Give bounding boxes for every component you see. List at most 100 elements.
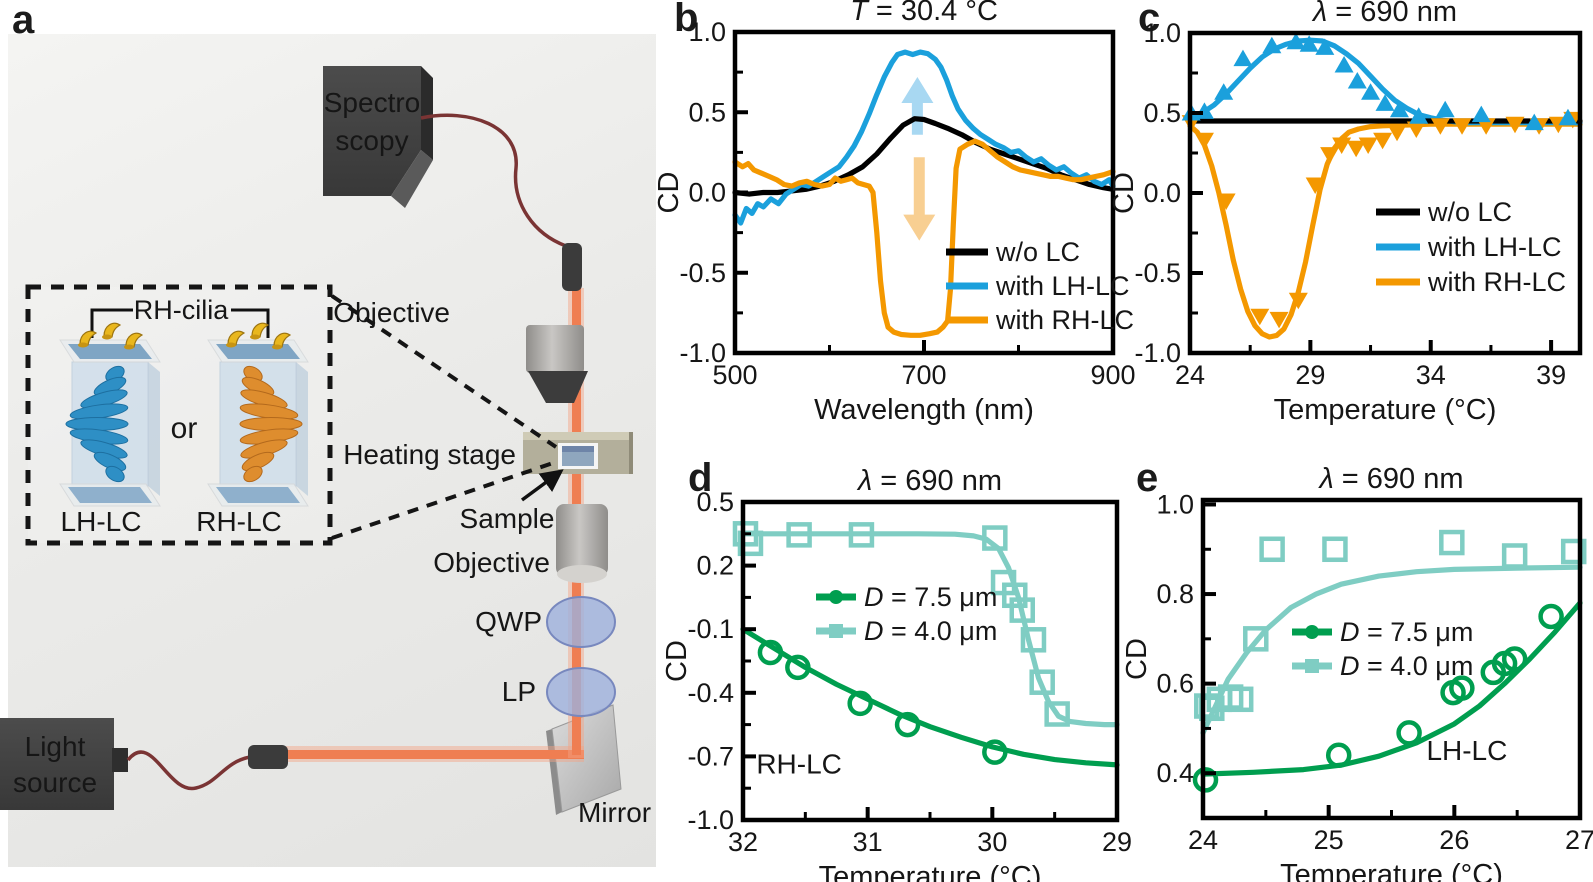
series-line-with-rh-lc — [1187, 121, 1583, 340]
panel-title: λ = 690 nm — [1317, 463, 1463, 495]
x-axis-label: Temperature (°C) — [1274, 394, 1497, 426]
y-tick-label: -0.1 — [687, 614, 734, 644]
x-tick-label: 34 — [1416, 360, 1446, 390]
legend-marker — [829, 590, 843, 604]
legend: D = 7.5 μm D = 4.0 μm — [816, 582, 997, 646]
cilium-icon — [250, 322, 270, 340]
panel-e-letter: e — [1136, 456, 1159, 500]
x-tick-label: 700 — [901, 360, 946, 390]
x-tick-label: 32 — [728, 827, 758, 857]
data-point — [1332, 137, 1352, 154]
x-tick-label: 29 — [1102, 827, 1132, 857]
inset-title: RH-cilia — [134, 295, 229, 325]
y-tick-label: 1.0 — [1156, 489, 1194, 519]
data-point — [1020, 627, 1047, 653]
cuvettes — [59, 322, 309, 507]
sample-label: Sample — [460, 503, 555, 534]
light-source-box: Light source — [0, 718, 128, 810]
spectroscopy-box: Spectro scopy — [323, 66, 433, 208]
data-point — [1259, 536, 1285, 563]
panel-d-plot: 32 31 30 29 0.5 0.2 -0.1 -0.4 -0.7 -1.0 Temperatur… — [661, 465, 1132, 882]
data-point — [757, 639, 784, 666]
data-point — [1471, 105, 1491, 123]
data-point — [1501, 543, 1528, 569]
data-point — [1227, 686, 1254, 713]
sample-arrow — [520, 469, 564, 502]
axis-ticks — [733, 30, 1115, 355]
panel-e-plot: 24 25 26 27 1.0 0.8 0.6 0.4 Temperature (°C) CD λ … — [1121, 463, 1593, 882]
cilium-icon — [272, 332, 292, 350]
y-tick-label: 0.0 — [688, 178, 726, 208]
legend-marker — [829, 624, 843, 638]
series-markers-with-lh-lc — [1181, 32, 1578, 131]
x-tick-label: 31 — [853, 827, 883, 857]
objective-top-label: Objective — [333, 297, 450, 328]
legend-label: with LH-LC — [995, 271, 1130, 301]
data-point — [1262, 36, 1282, 54]
axis-ticks — [1201, 502, 1582, 818]
light-source-fiber — [126, 750, 251, 791]
data-point — [1476, 118, 1496, 135]
objective-bottom — [556, 504, 608, 583]
top-collimator — [562, 243, 582, 291]
x-tick-label: 24 — [1188, 825, 1218, 855]
axis-tick-labels: 500 700 900 1.0 0.5 0.0 -0.5 -1.0 — [679, 17, 1135, 390]
data-point — [1439, 529, 1465, 556]
data-point — [847, 690, 873, 717]
heating-stage-label: Heating stage — [343, 439, 516, 470]
y-tick-label: -1.0 — [1134, 338, 1181, 368]
panel-d-letter: d — [688, 456, 713, 500]
data-point — [1389, 100, 1409, 118]
series-line-d-4-0-m — [1200, 564, 1583, 736]
series-line-with-lh-lc — [732, 49, 1116, 226]
light-source-label-line1: Light — [25, 731, 86, 762]
inset-connector-lines — [330, 294, 558, 540]
y-tick-label: 0.8 — [1156, 579, 1194, 609]
y-tick-label: -1.0 — [687, 805, 734, 835]
plot-frame — [1187, 30, 1583, 356]
data-point — [1325, 742, 1352, 769]
data-point — [1194, 132, 1214, 150]
data-point — [1315, 38, 1335, 55]
legend: D = 7.5 μm D = 4.0 μm — [1292, 617, 1473, 681]
x-tick-label: 24 — [1175, 360, 1205, 390]
cuvette-inset: RH-cilia or LH-LC RH-LC — [25, 284, 333, 546]
y-tick-label: 0.5 — [1143, 98, 1181, 128]
objective-bottom-label: Objective — [433, 547, 550, 578]
axis-ticks — [1188, 31, 1554, 355]
y-tick-label: 0.5 — [696, 487, 734, 517]
data-point — [1299, 35, 1319, 52]
x-tick-label: 29 — [1295, 360, 1325, 390]
data-point — [1524, 113, 1544, 131]
legend-marker — [1305, 659, 1319, 673]
data-point — [1320, 147, 1340, 164]
x-tick-label: 500 — [712, 360, 757, 390]
y-axis-label: CD — [1108, 172, 1140, 214]
series-markers-d-7-5-m — [757, 639, 1008, 765]
panel-a-letter: a — [12, 0, 35, 42]
series-line-d-7-5-m — [740, 626, 1120, 768]
lh-lc-cuvette — [59, 322, 161, 507]
data-point — [1538, 603, 1564, 630]
axis-ticks — [741, 500, 1119, 822]
mirror-label: Mirror — [578, 797, 651, 828]
panel-b-letter: b — [674, 0, 699, 40]
rh-lc-cuvette — [207, 322, 309, 507]
cilium-icon — [102, 322, 122, 340]
x-tick-label: 25 — [1314, 825, 1344, 855]
y-tick-label: 0.5 — [688, 97, 726, 127]
series-markers-d-4-0-m — [732, 521, 1070, 727]
data-point — [1358, 137, 1378, 154]
data-point — [1305, 177, 1325, 194]
up-arrow-icon — [901, 76, 934, 135]
data-point — [1560, 538, 1587, 565]
series-line-with-rh-lc — [732, 138, 1116, 338]
data-point — [1501, 646, 1528, 672]
qwp-lens — [546, 596, 616, 648]
data-point — [1216, 193, 1236, 210]
x-axis-label: Temperature (°C) — [1280, 859, 1503, 882]
data-point — [1334, 56, 1354, 73]
x-axis-label: Temperature (°C) — [819, 861, 1042, 882]
